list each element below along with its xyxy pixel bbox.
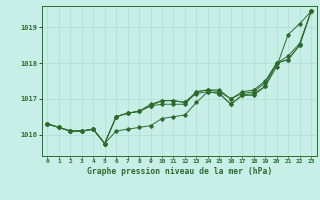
X-axis label: Graphe pression niveau de la mer (hPa): Graphe pression niveau de la mer (hPa) <box>87 167 272 176</box>
